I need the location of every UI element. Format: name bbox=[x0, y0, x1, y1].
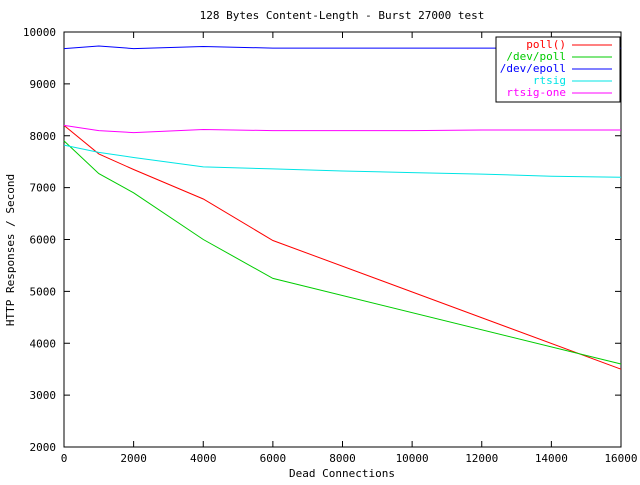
ticks-layer: 0 2000 4000 6000 8000 10000 12000 14000 16000 200… bbox=[23, 26, 638, 465]
series-line-2 bbox=[63, 140, 622, 365]
legend-label: rtsig-one bbox=[506, 86, 566, 99]
y-tick-label: 3000 bbox=[30, 389, 57, 402]
x-tick-label: 2000 bbox=[120, 452, 147, 465]
x-tick-label: 10000 bbox=[396, 452, 429, 465]
y-tick-label: 2000 bbox=[30, 441, 57, 454]
y-tick-label: 6000 bbox=[30, 234, 57, 247]
legend-box bbox=[495, 36, 621, 103]
y-tick-label: 5000 bbox=[30, 285, 57, 298]
x-tick-label: 6000 bbox=[260, 452, 287, 465]
series-line-4 bbox=[63, 144, 622, 178]
y-tick-label: 10000 bbox=[23, 26, 56, 39]
x-tick-label: 8000 bbox=[329, 452, 356, 465]
x-tick-label: 4000 bbox=[190, 452, 217, 465]
y-tick-label: 4000 bbox=[30, 337, 57, 350]
series-line-5 bbox=[63, 124, 621, 134]
legend-label: poll() bbox=[526, 38, 566, 51]
y-tick-label: 7000 bbox=[30, 182, 57, 195]
x-tick-label: 16000 bbox=[604, 452, 637, 465]
x-axis-label: Dead Connections bbox=[289, 467, 395, 480]
y-tick-label: 9000 bbox=[30, 78, 57, 91]
x-tick-label: 14000 bbox=[535, 452, 568, 465]
y-axis-label: HTTP Responses / Second bbox=[4, 174, 17, 326]
series-line-1 bbox=[63, 125, 622, 370]
legend-label: /dev/epoll bbox=[500, 62, 566, 75]
x-tick-label: 12000 bbox=[465, 452, 498, 465]
x-tick-label: 0 bbox=[61, 452, 68, 465]
legend-label: /dev/poll bbox=[506, 50, 566, 63]
chart-title: 128 Bytes Content-Length - Burst 27000 t… bbox=[200, 9, 485, 22]
legend-label: rtsig bbox=[533, 74, 566, 87]
y-tick-label: 8000 bbox=[30, 130, 57, 143]
